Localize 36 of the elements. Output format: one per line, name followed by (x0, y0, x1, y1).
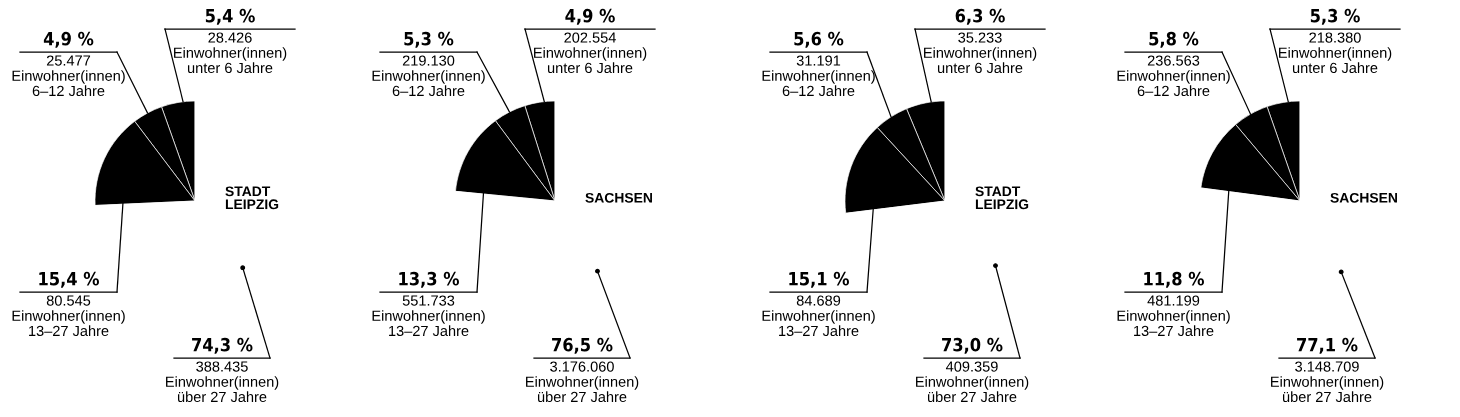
slice-label: Einwohner(innen) über 27 Jahre (1271, 376, 1384, 403)
data-label: 73,0 % 409.359 (942, 337, 1003, 372)
data-label: 5,6 % 31.191 (794, 31, 844, 66)
slice-label: Einwohner(innen) unter 6 Jahre (534, 47, 647, 74)
slice-label: Einwohner(innen) unter 6 Jahre (1279, 47, 1392, 74)
slice-label: Einwohner(innen) 6–12 Jahre (12, 70, 125, 97)
data-label: 13,3 % 551.733 (399, 271, 459, 306)
data-label: 5,8 % 236.563 (1147, 31, 1200, 66)
slice-label: Einwohner(innen) 13–27 Jahre (12, 310, 125, 337)
data-label: 5,4 % 28.426 (205, 8, 255, 43)
data-label: 5,3 % 218.380 (1309, 8, 1361, 43)
slice-label: Einwohner(innen) 13–27 Jahre (1117, 310, 1230, 337)
text: SACHSEN (1330, 192, 1397, 203)
data-label: 5,3 % 219.130 (402, 31, 455, 66)
slice-label: Einwohner(innen) 6–12 Jahre (762, 70, 875, 97)
slice-label: Einwohner(innen) 13–27 Jahre (372, 310, 485, 337)
text: STADT LEIPZIG (975, 186, 1029, 210)
slice-label: Einwohner(innen) 13–27 Jahre (762, 310, 875, 337)
text: STADT LEIPZIG (225, 186, 279, 210)
slice-label: Einwohner(innen) unter 6 Jahre (924, 47, 1037, 74)
text: SACHSEN (585, 192, 652, 203)
data-label: 76,5 % 3.176.060 (550, 337, 614, 372)
data-label: 6,3 % 35.233 (955, 8, 1005, 43)
data-label: 74,3 % 388.435 (192, 337, 253, 372)
slice-label: Einwohner(innen) 6–12 Jahre (1117, 70, 1230, 97)
data-label: 4,9 % 202.554 (564, 8, 616, 43)
data-label: 15,1 % 84.689 (789, 271, 849, 306)
slice-label: Einwohner(innen) über 27 Jahre (166, 376, 279, 403)
slice-label: Einwohner(innen) 6–12 Jahre (372, 70, 485, 97)
slice-label: Einwohner(innen) über 27 Jahre (916, 376, 1029, 403)
data-label: 4,9 % 25.477 (43, 31, 94, 66)
slice-label: Einwohner(innen) unter 6 Jahre (174, 47, 287, 74)
data-label: 15,4 % 80.545 (39, 271, 99, 306)
data-label: 11,8 % 481.199 (1144, 271, 1204, 306)
slice-label: Einwohner(innen) über 27 Jahre (526, 376, 639, 403)
data-label: 77,1 % 3.148.709 (1295, 337, 1359, 372)
